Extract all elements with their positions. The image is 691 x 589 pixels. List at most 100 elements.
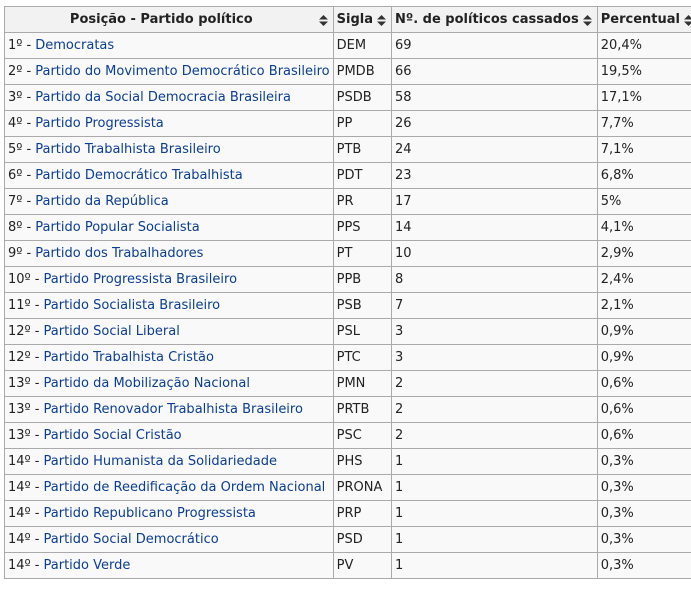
party-link[interactable]: Democratas: [35, 38, 115, 53]
table-row: 5º - Partido Trabalhista Brasileiro PTB 24 7…: [4, 136, 691, 163]
party-cell: 13º - Partido Social Cristão: [4, 422, 334, 449]
party-link[interactable]: Partido dos Trabalhadores: [35, 246, 204, 261]
cassados-cell: 1: [390, 448, 598, 475]
party-cell: 13º - Partido da Mobilização Nacional: [4, 370, 334, 397]
party-cell: 1º - Democratas: [4, 32, 334, 59]
percentual-cell: 6,8%: [596, 162, 691, 189]
percentual-cell: 0,3%: [596, 500, 691, 527]
column-header[interactable]: Percentual: [596, 6, 691, 33]
sort-icon[interactable]: [376, 15, 386, 26]
table-row: 14º - Partido Verde PV 1 0,3%: [4, 552, 691, 579]
percentual-cell: 2,1%: [596, 292, 691, 319]
party-cell: 14º - Partido Republicano Progressista: [4, 500, 334, 527]
sigla-cell: PPS: [332, 214, 392, 241]
sigla-cell: PHS: [332, 448, 392, 475]
party-cell: 14º - Partido Social Democrático: [4, 526, 334, 553]
party-link[interactable]: Partido Social Cristão: [43, 428, 182, 443]
party-link[interactable]: Partido Renovador Trabalhista Brasileiro: [43, 402, 303, 417]
column-header[interactable]: Posição - Partido político: [4, 6, 334, 33]
party-cell: 7º - Partido da República: [4, 188, 334, 215]
sigla-cell: PPB: [332, 266, 392, 293]
cassados-cell: 66: [390, 58, 598, 85]
percentual-cell: 0,6%: [596, 422, 691, 449]
table-row: 8º - Partido Popular Socialista PPS 14 4,1%: [4, 214, 691, 241]
column-header[interactable]: Nº. de políticos cassados: [390, 6, 598, 33]
sort-icon[interactable]: [318, 15, 328, 26]
party-cell: 9º - Partido dos Trabalhadores: [4, 240, 334, 267]
cassados-cell: 7: [390, 292, 598, 319]
rank: 9º -: [8, 246, 32, 261]
percentual-cell: 0,3%: [596, 448, 691, 475]
party-link[interactable]: Partido Democrático Trabalhista: [35, 168, 243, 183]
table-row: 10º - Partido Progressista Brasileiro PPB 8…: [4, 266, 691, 293]
table-row: 4º - Partido Progressista PP 26 7,7%: [4, 110, 691, 137]
sigla-cell: PV: [332, 552, 392, 579]
party-link[interactable]: Partido da Mobilização Nacional: [43, 376, 250, 391]
party-cell: 6º - Partido Democrático Trabalhista: [4, 162, 334, 189]
percentual-cell: 20,4%: [596, 32, 691, 59]
party-cell: 12º - Partido Social Liberal: [4, 318, 334, 345]
party-link[interactable]: Partido da República: [35, 194, 169, 209]
party-cell: 11º - Partido Socialista Brasileiro: [4, 292, 334, 319]
sigla-cell: PSD: [332, 526, 392, 553]
party-link[interactable]: Partido Popular Socialista: [35, 220, 200, 235]
rank: 14º -: [8, 454, 40, 469]
sigla-cell: PSDB: [332, 84, 392, 111]
percentual-cell: 7,7%: [596, 110, 691, 137]
party-link[interactable]: Partido Trabalhista Cristão: [43, 350, 214, 365]
sigla-cell: PP: [332, 110, 392, 137]
sort-icon[interactable]: [582, 15, 592, 26]
header-text: Nº. de políticos cassados: [394, 12, 579, 27]
table-row: 1º - Democratas DEM 69 20,4%: [4, 32, 691, 59]
percentual-cell: 0,3%: [596, 552, 691, 579]
table-row: 12º - Partido Social Liberal PSL 3 0,9%: [4, 318, 691, 345]
rank: 8º -: [8, 220, 32, 235]
cassados-cell: 2: [390, 422, 598, 449]
cassados-cell: 1: [390, 526, 598, 553]
cassados-cell: 1: [390, 500, 598, 527]
party-link[interactable]: Partido Humanista da Solidariedade: [43, 454, 278, 469]
party-cell: 14º - Partido Humanista da Solidariedade: [4, 448, 334, 475]
party-link[interactable]: Partido da Social Democracia Brasileira: [35, 90, 291, 105]
rank: 14º -: [8, 506, 40, 521]
party-link[interactable]: Partido Social Liberal: [43, 324, 180, 339]
sort-icon[interactable]: [683, 15, 691, 26]
party-link[interactable]: Partido do Movimento Democrático Brasile…: [35, 64, 330, 79]
table-row: 14º - Partido Republicano Progressista PRP…: [4, 500, 691, 527]
table-row: 13º - Partido da Mobilização Nacional PMN 2…: [4, 370, 691, 397]
table-row: 14º - Partido Social Democrático PSD 1 0,3%: [4, 526, 691, 553]
table-body: 1º - Democratas DEM 69 20,4% 2º - Partido do M…: [4, 32, 691, 579]
party-link[interactable]: Partido Progressista Brasileiro: [43, 272, 238, 287]
party-cell: 14º - Partido Verde: [4, 552, 334, 579]
cassados-cell: 8: [390, 266, 598, 293]
sigla-cell: DEM: [332, 32, 392, 59]
sigla-cell: PR: [332, 188, 392, 215]
header-text: Percentual: [600, 12, 680, 27]
party-link[interactable]: Partido Progressista: [35, 116, 164, 131]
cassados-cell: 2: [390, 396, 598, 423]
party-cell: 8º - Partido Popular Socialista: [4, 214, 334, 241]
party-link[interactable]: Partido Socialista Brasileiro: [43, 298, 221, 313]
rank: 14º -: [8, 480, 40, 495]
table-row: 3º - Partido da Social Democracia Brasile…: [4, 84, 691, 111]
party-cell: 2º - Partido do Movimento Democrático Bra…: [4, 58, 334, 85]
percentual-cell: 0,3%: [596, 474, 691, 501]
column-header[interactable]: Sigla: [332, 6, 392, 33]
percentual-cell: 5%: [596, 188, 691, 215]
rank: 5º -: [8, 142, 32, 157]
party-cell: 10º - Partido Progressista Brasileiro: [4, 266, 334, 293]
sigla-cell: PMDB: [332, 58, 392, 85]
cassados-cell: 14: [390, 214, 598, 241]
party-link[interactable]: Partido de Reedificação da Ordem Naciona…: [43, 480, 326, 495]
rank: 13º -: [8, 402, 40, 417]
party-link[interactable]: Partido Social Democrático: [43, 532, 219, 547]
percentual-cell: 4,1%: [596, 214, 691, 241]
percentual-cell: 2,4%: [596, 266, 691, 293]
rank: 2º -: [8, 64, 32, 79]
table-row: 9º - Partido dos Trabalhadores PT 10 2,9%: [4, 240, 691, 267]
party-link[interactable]: Partido Trabalhista Brasileiro: [35, 142, 221, 157]
party-link[interactable]: Partido Verde: [43, 558, 131, 573]
rank: 13º -: [8, 428, 40, 443]
rank: 14º -: [8, 532, 40, 547]
party-link[interactable]: Partido Republicano Progressista: [43, 506, 256, 521]
